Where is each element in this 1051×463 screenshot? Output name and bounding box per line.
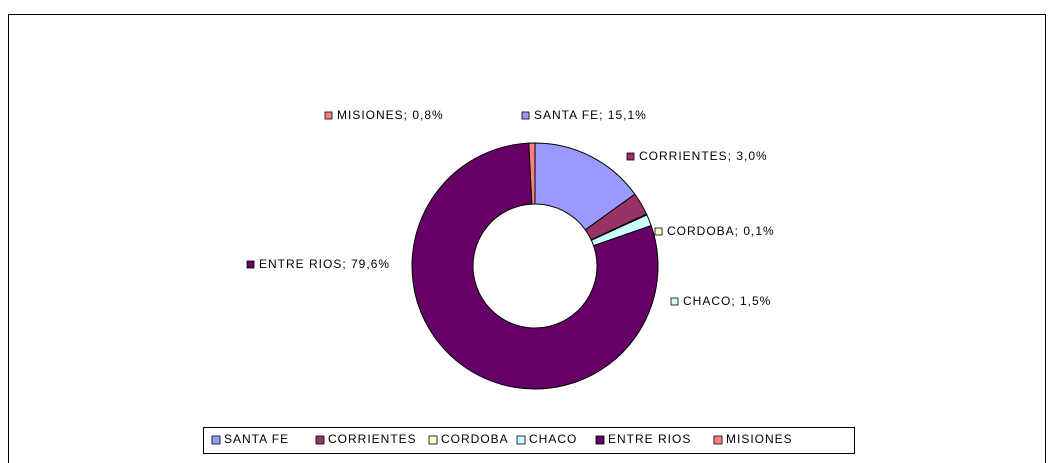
legend-marker — [595, 435, 605, 445]
legend-marker — [428, 435, 438, 445]
legend-marker — [315, 435, 325, 445]
legend-marker — [516, 435, 526, 445]
donut-slice — [528, 142, 536, 205]
label-marker — [654, 227, 663, 236]
legend-marker — [211, 435, 221, 445]
legend-label: SANTA FE — [224, 432, 289, 446]
label-marker — [324, 111, 333, 120]
legend-label: CORRIENTES — [328, 432, 417, 446]
legend-marker — [713, 435, 723, 445]
data-label: MISIONES; 0,8% — [337, 108, 444, 122]
data-label: CORDOBA; 0,1% — [667, 224, 775, 238]
label-marker — [246, 260, 255, 269]
legend-label: MISIONES — [726, 432, 793, 446]
data-label: CHACO; 1,5% — [683, 294, 771, 308]
legend-box — [203, 427, 855, 454]
data-label: ENTRE RIOS; 79,6% — [259, 257, 390, 271]
chart-frame — [8, 14, 1046, 463]
data-label: CORRIENTES; 3,0% — [639, 149, 768, 163]
label-marker — [521, 111, 530, 120]
label-marker — [670, 297, 679, 306]
legend-label: CORDOBA — [441, 432, 509, 446]
data-label: SANTA FE; 15,1% — [534, 108, 647, 122]
label-marker — [626, 152, 635, 161]
legend-label: ENTRE RIOS — [608, 432, 691, 446]
legend-label: CHACO — [529, 432, 577, 446]
donut-slice — [411, 142, 659, 390]
